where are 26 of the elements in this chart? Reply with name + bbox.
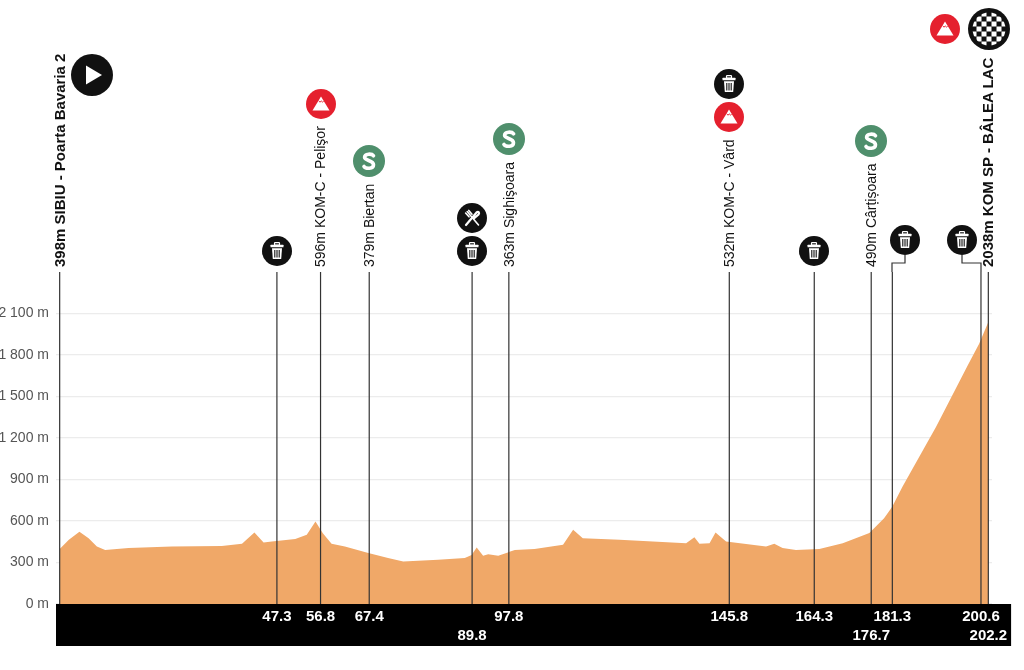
y-tick-label: 1 800 m bbox=[0, 345, 49, 362]
x2-tick-label: 176.7 bbox=[852, 626, 890, 644]
x-tick-label: 164.3 bbox=[795, 607, 834, 625]
y-tick-label: 600 m bbox=[10, 511, 49, 528]
x2-tick-label: 202.2 bbox=[969, 626, 1008, 644]
y-tick-label: 900 m bbox=[10, 470, 49, 487]
y-tick-label: 1 500 m bbox=[0, 387, 49, 404]
ref-line-label: 532m KOM-C - Vârd bbox=[721, 139, 738, 267]
ref-line-label: 490m Cârțișoara bbox=[863, 163, 880, 267]
x-tick-label: 145.8 bbox=[710, 607, 749, 625]
y-tick-label: 300 m bbox=[10, 553, 49, 570]
ref-line-label: 2038m KOM SP - BÂLEA LAC bbox=[979, 57, 997, 267]
ref-line-label: 596m KOM-C - Pelişor bbox=[312, 125, 329, 267]
x2-tick-label: 89.8 bbox=[457, 626, 487, 644]
x-tick-label: 67.4 bbox=[354, 607, 385, 625]
ref-line-label: 398m SIBIU - Poarta Bavaria 2 bbox=[50, 53, 68, 267]
x-tick-label: 47.3 bbox=[262, 607, 292, 625]
ref-line-label: 379m Biertan bbox=[361, 183, 378, 267]
y-tick-label: 1 200 m bbox=[0, 428, 49, 445]
ref-line-label: 363m Sighişoara bbox=[500, 161, 517, 267]
y-tick-label: 0 m bbox=[25, 594, 49, 611]
x-tick-label: 181.3 bbox=[873, 607, 912, 625]
x-tick-label: 56.8 bbox=[305, 607, 336, 625]
x-tick-label: 200.6 bbox=[962, 607, 1000, 625]
y-tick-label: 2 100 m bbox=[0, 304, 49, 321]
x-tick-label: 97.8 bbox=[494, 607, 524, 625]
